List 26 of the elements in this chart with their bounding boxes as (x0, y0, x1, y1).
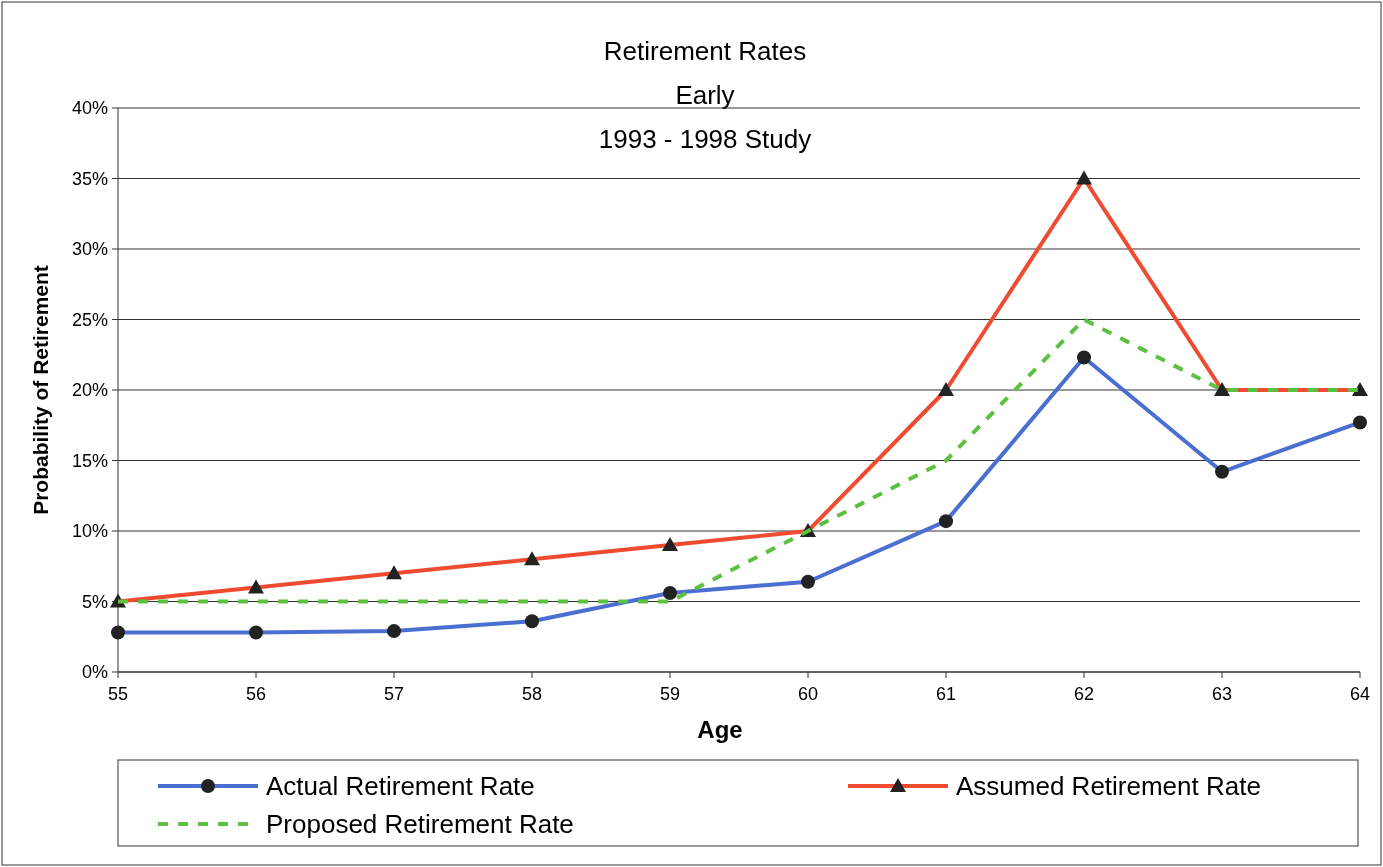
y-tick-label: 15% (71, 450, 108, 471)
legend-label: Proposed Retirement Rate (266, 809, 574, 840)
y-tick-label: 5% (81, 591, 108, 612)
chart-title: Retirement Rates (603, 36, 807, 66)
y-tick-label: 30% (71, 239, 108, 260)
x-tick-label: 57 (383, 684, 405, 704)
y-tick-label: 20% (71, 380, 108, 401)
x-tick-label: 55 (107, 684, 129, 704)
y-tick-label: 25% (71, 309, 108, 330)
y-axis-title: Probability of Retirement (29, 265, 52, 515)
y-tick-label: 0% (81, 662, 108, 683)
x-tick-label: 56 (245, 684, 267, 704)
x-tick-label: 61 (935, 684, 957, 704)
x-tick-label: 64 (1349, 684, 1371, 704)
legend-label: Assumed Retirement Rate (956, 771, 1261, 802)
y-tick-label: 40% (71, 98, 108, 119)
x-tick-label: 62 (1073, 684, 1095, 704)
x-tick-label: 60 (797, 684, 819, 704)
x-axis-title: Age (697, 716, 743, 743)
legend-label: Actual Retirement Rate (266, 771, 535, 802)
y-tick-label: 10% (71, 521, 108, 542)
chart-subtitle: Early 1993 - 1998 Study (598, 80, 812, 154)
y-tick-label: 35% (71, 168, 108, 189)
x-tick-label: 59 (659, 684, 681, 704)
x-tick-label: 58 (521, 684, 543, 704)
x-tick-label: 63 (1211, 684, 1233, 704)
